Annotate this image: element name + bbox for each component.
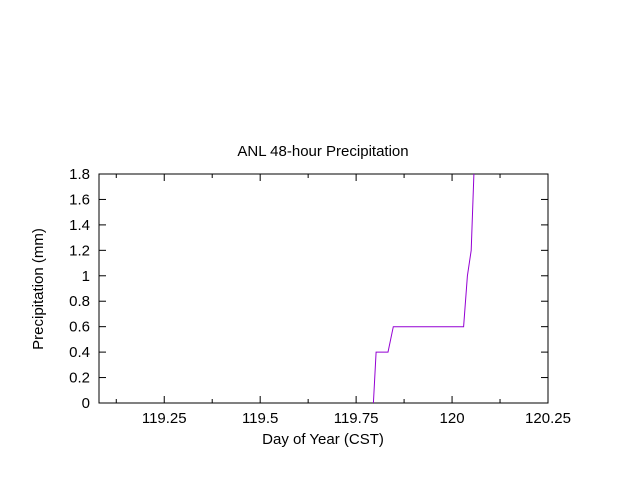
- chart-title: ANL 48-hour Precipitation: [237, 143, 408, 160]
- x-tick-label: 119.25: [142, 410, 187, 427]
- y-tick-label: 1.4: [69, 217, 90, 234]
- y-tick-label: 0: [82, 395, 90, 412]
- y-tick-label: 0.6: [69, 319, 90, 336]
- y-tick-label: 0.4: [69, 344, 90, 361]
- y-tick-label: 1.8: [69, 166, 90, 183]
- y-axis-label: Precipitation (mm): [30, 228, 47, 350]
- series-layer: [372, 173, 475, 404]
- x-axis: 119.25 119.5 119.75 120 120.25: [115, 174, 571, 427]
- y-tick-label: 0.8: [69, 293, 90, 310]
- y-tick-label: 0.2: [69, 370, 90, 387]
- x-axis-label: Day of Year (CST): [262, 431, 384, 448]
- y-tick-label: 1: [82, 268, 90, 285]
- x-tick-label: 120: [440, 410, 465, 427]
- y-axis: 0 0.2 0.4 0.6 0.8 1 1.2 1.4 1.6 1.8: [69, 166, 548, 412]
- x-tick-label: 120.25: [525, 410, 571, 427]
- x-tick-label: 119.5: [242, 410, 278, 427]
- x-tick-label: 119.75: [334, 410, 379, 427]
- y-tick-label: 1.6: [69, 191, 90, 208]
- precipitation-series-line: [372, 173, 475, 404]
- plot-frame: [98, 173, 549, 404]
- y-tick-label: 1.2: [69, 242, 90, 259]
